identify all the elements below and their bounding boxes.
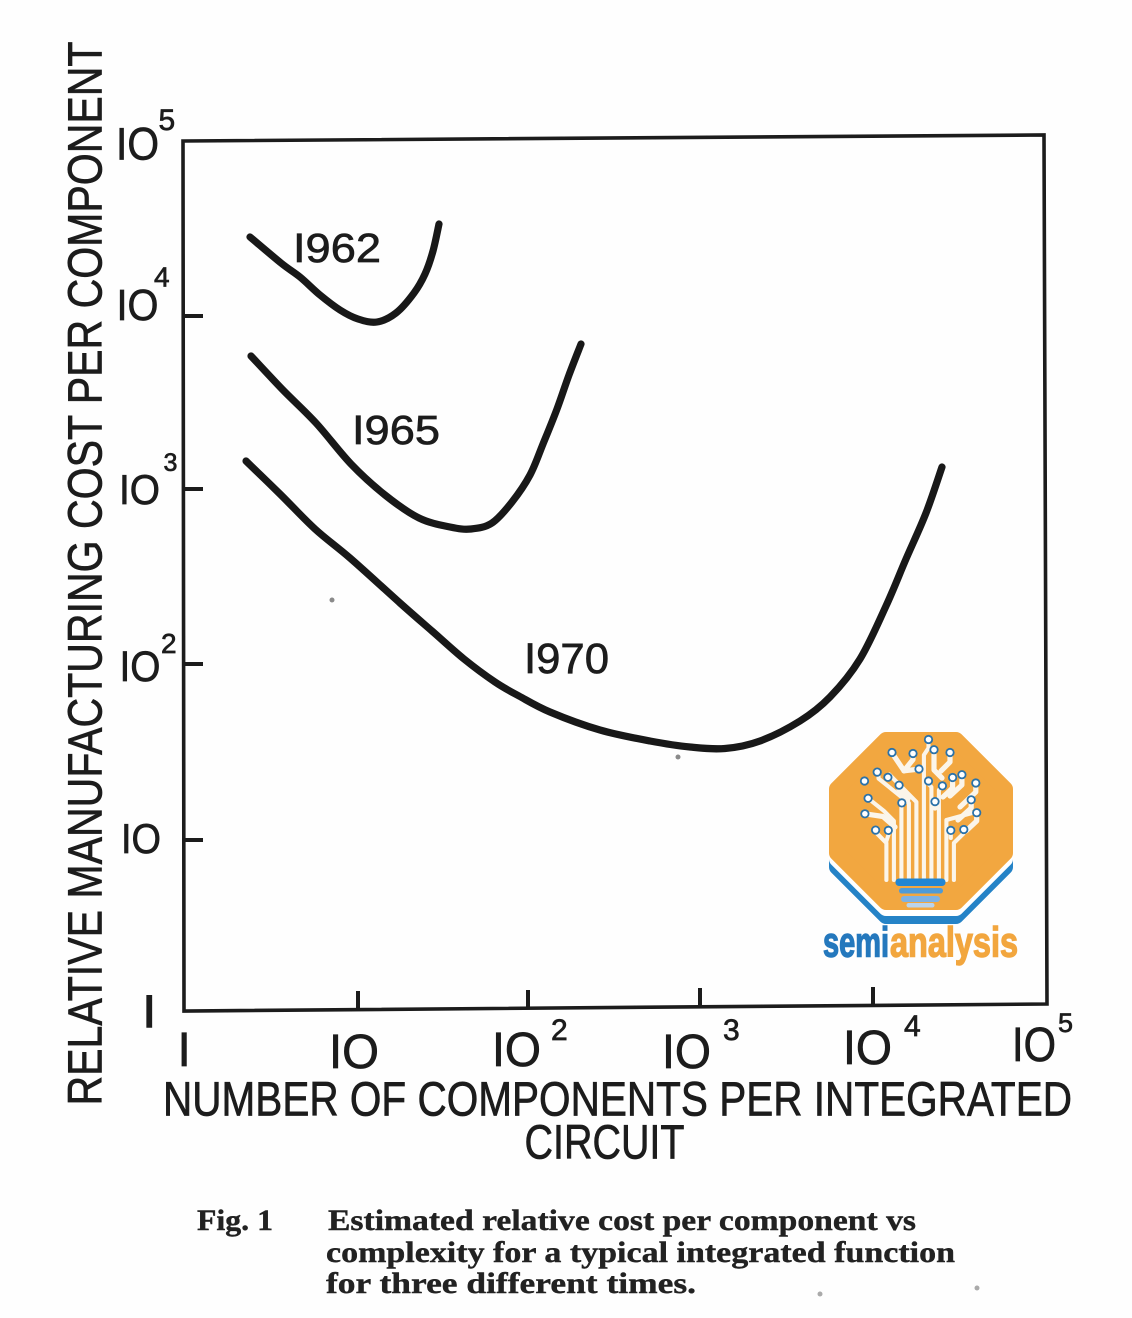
svg-text:IO: IO xyxy=(121,815,161,862)
svg-text:IO: IO xyxy=(329,1026,379,1079)
svg-text:4: 4 xyxy=(154,262,170,293)
svg-text:Fig. 1: Fig. 1 xyxy=(197,1204,273,1237)
svg-text:2: 2 xyxy=(551,1014,568,1047)
svg-text:IO: IO xyxy=(843,1022,892,1075)
svg-text:for three different times.: for three different times. xyxy=(326,1267,696,1300)
svg-text:IO: IO xyxy=(1012,1019,1056,1072)
svg-text:IO: IO xyxy=(662,1026,711,1079)
svg-text:Estimated relative cost per co: Estimated relative cost per component vs xyxy=(328,1204,916,1237)
svg-text:IO: IO xyxy=(116,119,159,170)
svg-text:analysis: analysis xyxy=(890,919,1018,966)
svg-text:I: I xyxy=(178,1024,191,1077)
svg-text:I: I xyxy=(143,986,156,1037)
svg-text:I970: I970 xyxy=(524,635,609,683)
svg-text:2: 2 xyxy=(161,628,177,659)
svg-text:5: 5 xyxy=(159,104,176,137)
svg-text:3: 3 xyxy=(164,449,178,477)
svg-text:RELATIVE MANUFACTURING COST PE: RELATIVE MANUFACTURING COST PER COMPONEN… xyxy=(60,42,113,1106)
svg-text:IO: IO xyxy=(117,281,159,330)
svg-text:IO: IO xyxy=(492,1024,541,1077)
svg-text:3: 3 xyxy=(723,1014,740,1047)
svg-text:5: 5 xyxy=(1058,1008,1073,1038)
svg-text:I965: I965 xyxy=(352,407,440,453)
svg-text:NUMBER OF COMPONENTS PER INTEG: NUMBER OF COMPONENTS PER INTEGRATED xyxy=(163,1074,1072,1127)
svg-text:complexity for a typical integ: complexity for a typical integrated func… xyxy=(326,1236,955,1269)
svg-text:IO: IO xyxy=(119,466,160,513)
svg-text:IO: IO xyxy=(120,643,161,691)
svg-text:I962: I962 xyxy=(293,225,381,271)
svg-text:4: 4 xyxy=(904,1010,921,1043)
svg-text:semi: semi xyxy=(823,919,889,966)
svg-text:CIRCUIT: CIRCUIT xyxy=(525,1117,685,1170)
